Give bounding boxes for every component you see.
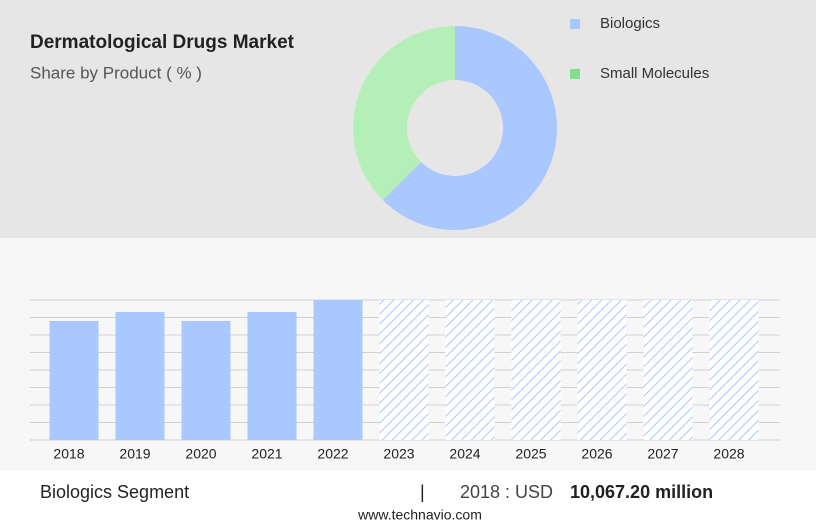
chart-title: Dermatological Drugs Market (30, 32, 295, 53)
forecast-placeholder (445, 300, 495, 440)
forecast-placeholder (379, 300, 429, 440)
forecast-placeholder (709, 300, 759, 440)
separator: | (420, 482, 425, 502)
forecast-placeholder (643, 300, 693, 440)
note-prefix: 2018 : USD (460, 482, 553, 502)
note-value: 10,067.20 million (570, 482, 713, 502)
legend-label: Biologics (600, 15, 660, 32)
x-tick-label: 2020 (185, 446, 216, 462)
pie-slice (353, 26, 455, 201)
x-tick-label: 2021 (251, 446, 282, 462)
x-tick-label: 2023 (383, 446, 414, 462)
bar (181, 320, 231, 440)
chart-subtitle: Share by Product ( % ) (30, 63, 202, 82)
bar (247, 311, 297, 440)
forecast-placeholder (511, 300, 561, 440)
x-tick-label: 2027 (647, 446, 678, 462)
bar (313, 300, 363, 440)
x-tick-label: 2019 (119, 446, 150, 462)
bar (49, 320, 99, 440)
pie-slice (382, 26, 557, 230)
forecast-placeholder (577, 300, 627, 440)
x-tick-label: 2026 (581, 446, 612, 462)
legend-swatch (570, 69, 580, 79)
segment-label: Biologics Segment (40, 482, 189, 502)
x-tick-label: 2024 (449, 446, 480, 462)
source: www.technavio.com (357, 507, 482, 523)
x-tick-label: 2028 (713, 446, 744, 462)
bar (115, 311, 165, 440)
x-tick-label: 2022 (317, 446, 348, 462)
x-tick-label: 2018 (53, 446, 84, 462)
x-tick-label: 2025 (515, 446, 546, 462)
legend-label: Small Molecules (600, 65, 709, 82)
legend-swatch (570, 19, 580, 29)
